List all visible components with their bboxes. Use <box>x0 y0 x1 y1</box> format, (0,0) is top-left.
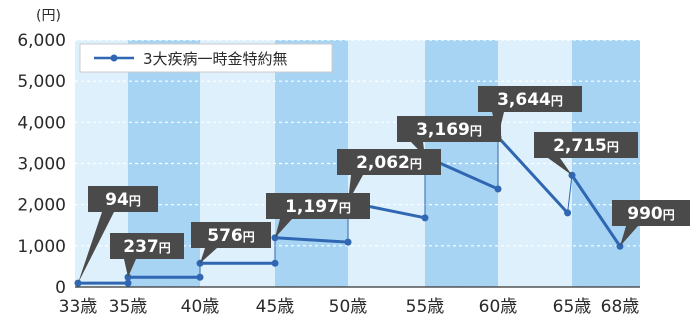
callout-label: 2,062円 <box>356 153 422 173</box>
callout-box <box>534 132 638 158</box>
callout-pointer <box>411 142 425 157</box>
callout-pointer <box>200 248 217 264</box>
callout-label: 3,169円 <box>416 120 482 140</box>
y-axis-unit: (円) <box>36 8 61 24</box>
x-tick-label: 65歳 <box>553 297 592 317</box>
y-tick-label: 0 <box>55 278 66 298</box>
callout-box <box>266 193 370 219</box>
series-segment <box>496 135 569 214</box>
data-point <box>344 238 352 246</box>
y-tick-label: 1,000 <box>17 237 66 257</box>
callout-label: 576円 <box>207 226 255 246</box>
callout: 2,715円 <box>534 132 638 176</box>
callout-box <box>110 233 184 259</box>
callout-pointer <box>548 158 572 176</box>
data-point <box>196 273 204 281</box>
callout-label: 990円 <box>627 204 675 224</box>
callout-label: 1,197円 <box>285 197 351 217</box>
series-segment <box>274 236 349 244</box>
callout-box <box>612 200 690 226</box>
callout: 1,197円 <box>266 193 370 238</box>
callout: 237円 <box>110 233 184 278</box>
y-tick-label: 3,000 <box>17 155 66 175</box>
data-point <box>124 279 132 287</box>
legend: 3大疾病一時金特約無 <box>79 43 333 73</box>
y-tick-label: 4,000 <box>17 113 66 133</box>
x-tick-label: 45歳 <box>256 297 295 317</box>
callout-label: 3,644円 <box>497 90 563 110</box>
callout-label: 94円 <box>105 190 141 210</box>
callout: 990円 <box>612 200 690 247</box>
legend-marker <box>110 54 118 62</box>
x-tick-label: 33歳 <box>59 297 98 317</box>
x-tick-label: 40歳 <box>181 297 220 317</box>
callout-label: 2,715円 <box>553 136 619 156</box>
callout-box <box>88 186 158 212</box>
callout-pointer <box>348 175 363 203</box>
callout-box <box>191 222 271 248</box>
callout-pointer <box>620 226 638 247</box>
legend-label: 3大疾病一時金特約無 <box>143 50 288 68</box>
y-axis-ticks: 0 1,000 2,000 3,000 4,000 5,000 6,000 <box>17 31 66 298</box>
callout: 94円 <box>78 186 158 284</box>
callout-box <box>397 116 501 142</box>
callout: 3,169円 <box>397 116 501 157</box>
callout-pointer <box>78 212 114 284</box>
callout-box <box>478 86 582 112</box>
x-tick-label: 68歳 <box>601 297 640 317</box>
y-tick-label: 2,000 <box>17 196 66 216</box>
y-tick-label: 6,000 <box>17 31 66 51</box>
x-tick-label: 50歳 <box>329 297 368 317</box>
callout: 3,644円 <box>478 86 582 137</box>
callout: 576円 <box>191 222 271 264</box>
series-segment <box>570 174 622 248</box>
x-tick-label: 35歳 <box>109 297 148 317</box>
data-point <box>271 259 279 267</box>
data-point <box>494 185 502 193</box>
data-point <box>421 214 429 222</box>
callout-label: 237円 <box>123 237 171 257</box>
callout-pointer <box>275 219 292 238</box>
x-tick-label: 55歳 <box>406 297 445 317</box>
jump-connector <box>567 175 573 213</box>
x-axis-ticks: 33歳 35歳 40歳 45歳 50歳 55歳 60歳 65歳 68歳 <box>59 297 640 317</box>
x-tick-label: 60歳 <box>479 297 518 317</box>
data-point <box>564 209 572 217</box>
callout-pointer <box>492 112 504 137</box>
callout-pointer <box>124 259 136 278</box>
value-callouts: 94円 237円 576円 1,197円 2,062円 3,169円 3,644円 2,715… <box>78 86 690 284</box>
y-tick-label: 5,000 <box>17 72 66 92</box>
